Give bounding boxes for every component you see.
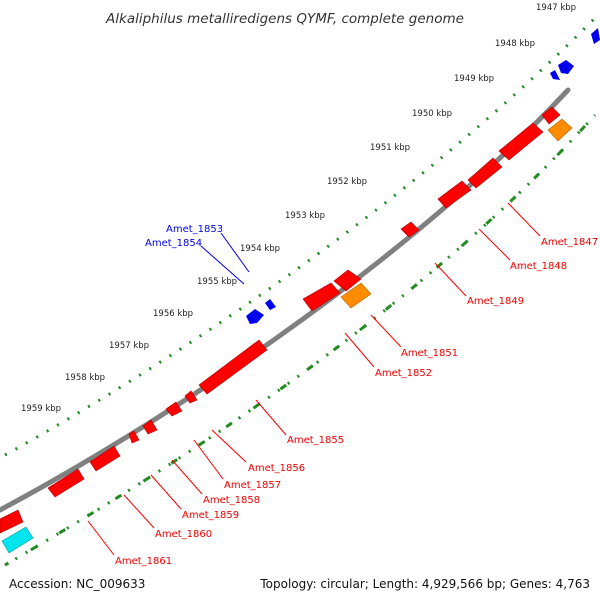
gene-arrow-forward[interactable] xyxy=(591,28,600,44)
gene-arrow-orange[interactable] xyxy=(547,118,573,142)
outer-tick-track xyxy=(4,16,597,457)
kbp-label: 1951 kbp xyxy=(370,143,410,153)
gene-labels: Amet_1847 Amet_1848 Amet_1849 Amet_1851 … xyxy=(115,224,598,567)
gene-label-amet-1852[interactable]: Amet_1852 xyxy=(375,368,432,379)
kbp-labels: 1947 kbp 1948 kbp 1949 kbp 1950 kbp 1951… xyxy=(21,3,576,414)
reverse-genes xyxy=(0,106,561,534)
inner-tick-track xyxy=(4,113,597,567)
gene-arrow-amet-1852[interactable] xyxy=(302,282,341,312)
leader-line-amet-1847 xyxy=(507,202,541,237)
gene-label-amet-1856[interactable]: Amet_1856 xyxy=(248,463,305,474)
gene-arrow-amet-1857[interactable] xyxy=(165,401,183,417)
gene-arrow-forward[interactable] xyxy=(550,70,560,80)
gene-arrow-amet-1851[interactable] xyxy=(333,269,362,292)
leader-line-amet-1860 xyxy=(123,494,155,529)
gene-label-amet-1861[interactable]: Amet_1861 xyxy=(115,556,172,567)
accession-text: Accession: NC_009633 xyxy=(9,577,146,591)
kbp-label: 1957 kbp xyxy=(109,341,149,351)
gene-arrow-amet-1847[interactable] xyxy=(498,122,544,161)
leader-line-amet-1851 xyxy=(370,314,402,348)
gene-arrow-amet-1861b[interactable] xyxy=(0,509,24,534)
leader-line-amet-1858 xyxy=(171,459,203,495)
gene-arrow-amet-1861[interactable] xyxy=(47,468,85,498)
gene-arrow-amet-1854[interactable] xyxy=(246,309,264,324)
leader-line-amet-1861 xyxy=(87,520,115,556)
kbp-label: 1948 kbp xyxy=(495,39,535,49)
gene-label-amet-1848[interactable]: Amet_1848 xyxy=(510,261,567,272)
gene-label-amet-1854[interactable]: Amet_1854 xyxy=(145,238,202,249)
gene-arrow-forward[interactable] xyxy=(558,60,574,74)
genome-title: Alkaliphilus metalliredigens QYMF, compl… xyxy=(105,11,464,27)
kbp-label: 1955 kbp xyxy=(197,277,237,287)
leader-line-amet-1848 xyxy=(478,228,511,261)
gene-arrow-amet-1848[interactable] xyxy=(467,157,503,189)
gene-label-amet-1847[interactable]: Amet_1847 xyxy=(541,237,598,248)
kbp-label: 1953 kbp xyxy=(285,211,325,221)
kbp-label: 1958 kbp xyxy=(65,373,105,383)
leader-line-amet-1852 xyxy=(344,332,375,368)
gene-arrow-amet-1851-orange[interactable] xyxy=(340,282,372,309)
gene-label-amet-1849[interactable]: Amet_1849 xyxy=(467,296,524,307)
gene-arrow-amet-1856[interactable] xyxy=(184,390,198,404)
gene-label-amet-1851[interactable]: Amet_1851 xyxy=(401,348,458,359)
topology-text: Topology: circular; Length: 4,929,566 bp… xyxy=(260,577,590,591)
gene-arrow-amet-1859[interactable] xyxy=(128,430,140,444)
kbp-label: 1952 kbp xyxy=(327,177,367,187)
kbp-label: 1959 kbp xyxy=(21,404,61,414)
leader-line-amet-1857 xyxy=(193,439,224,480)
gene-arrow-amet-1855[interactable] xyxy=(198,339,268,395)
kbp-label: 1956 kbp xyxy=(153,309,193,319)
gene-arrow-amet-1849[interactable] xyxy=(437,180,472,209)
gene-arrow-amet-1849b[interactable] xyxy=(400,221,420,238)
gene-label-amet-1853[interactable]: Amet_1853 xyxy=(166,224,223,235)
gene-arrow-amet-1853[interactable] xyxy=(265,299,276,310)
kbp-label: 1949 kbp xyxy=(454,74,494,84)
leader-line-amet-1856 xyxy=(211,429,247,463)
kbp-label: 1947 kbp xyxy=(536,3,576,13)
inner-tick-track-major xyxy=(4,113,597,567)
gene-label-amet-1860[interactable]: Amet_1860 xyxy=(155,529,212,540)
forward-genes xyxy=(246,28,600,324)
leader-line-amet-1859 xyxy=(150,474,182,510)
gene-label-amet-1859[interactable]: Amet_1859 xyxy=(182,510,239,521)
gene-arrow-amet-1860[interactable] xyxy=(89,445,121,472)
leader-lines xyxy=(87,202,541,556)
gene-label-amet-1857[interactable]: Amet_1857 xyxy=(224,480,281,491)
gene-arrow-amet-1858[interactable] xyxy=(142,419,158,435)
gene-arrow-amet-1847b[interactable] xyxy=(541,106,561,125)
gene-label-amet-1858[interactable]: Amet_1858 xyxy=(203,495,260,506)
gene-arrow-rna[interactable] xyxy=(1,526,34,554)
kbp-label: 1950 kbp xyxy=(412,109,452,119)
leader-line-amet-1853 xyxy=(220,232,250,273)
leader-line-amet-1849 xyxy=(434,262,467,297)
leader-line-amet-1855 xyxy=(255,399,287,436)
kbp-label: 1954 kbp xyxy=(240,244,280,254)
leader-line-amet-1854 xyxy=(200,245,245,285)
gene-label-amet-1855[interactable]: Amet_1855 xyxy=(287,435,344,446)
